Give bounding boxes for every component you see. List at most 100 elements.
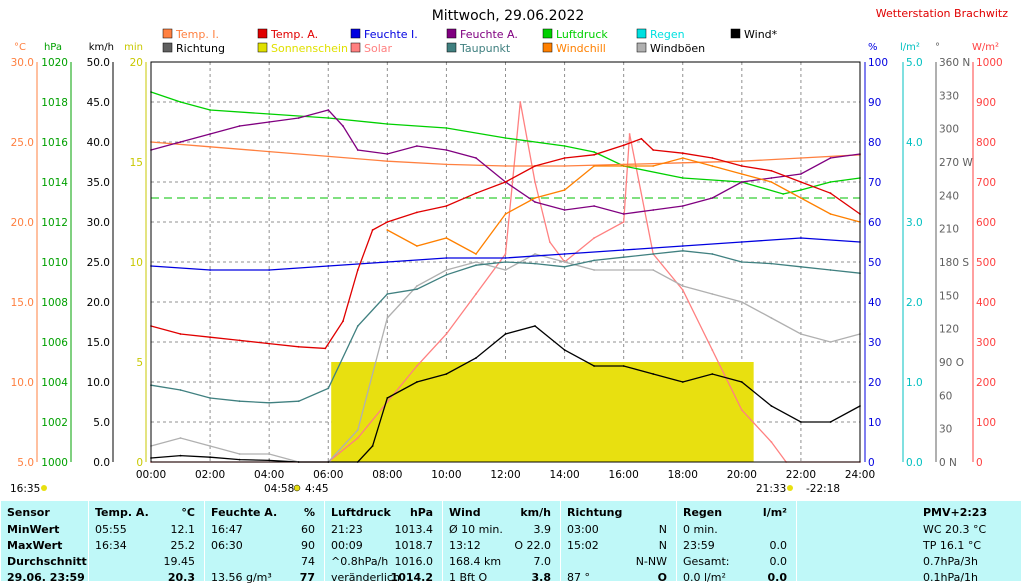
legend-label: Feuchte A. (460, 28, 518, 41)
data-point (327, 155, 330, 158)
table-cell-label: 06:30 (211, 539, 243, 552)
axis-tick-label: 330 (939, 90, 959, 102)
data-point (681, 285, 684, 287)
data-point (563, 265, 566, 268)
data-point (652, 373, 655, 375)
legend-swatch (350, 42, 361, 53)
data-point (445, 257, 448, 259)
x-tick-label: 06:00 (313, 469, 343, 481)
table-cell-value: 0.0 (769, 555, 788, 568)
table-cell: 05:55 12.1 (95, 522, 201, 538)
axis-tick-label: 1002 (41, 417, 68, 429)
data-point (681, 157, 684, 159)
table-cell-label: Durchschnitt (7, 555, 87, 568)
table-header: Sensor (7, 505, 85, 521)
statistics-table: Sensor MinWert MaxWert Durchschnitt 29.06. 2… (0, 501, 1021, 584)
table-cell-value: 77 (299, 571, 315, 584)
table-cell-label: 0.0 l/m² (683, 571, 726, 584)
data-point (268, 401, 271, 404)
table-cell-label: 03:00 (567, 523, 599, 536)
data-point (475, 192, 477, 195)
sunrise-time: 04:58 (264, 483, 294, 495)
data-point (327, 387, 330, 390)
data-point (681, 245, 684, 247)
data-point (563, 189, 566, 191)
table-cell-label: MaxWert (7, 539, 63, 552)
axis-tick-label: 60 (939, 390, 952, 402)
table-cell: Gesamt: 0.0 (683, 554, 793, 570)
legend-label: Windchill (556, 42, 606, 55)
axis-tick-label: 50 (868, 257, 881, 269)
data-point (740, 241, 743, 243)
table-column: Sensor MinWert MaxWert Durchschnitt 29.06. 2… (0, 501, 89, 584)
data-point (327, 117, 330, 119)
data-point (829, 157, 832, 159)
data-point (504, 253, 507, 255)
axis-tick-label: 200 (976, 377, 996, 389)
data-point (829, 341, 832, 343)
table-column: Temp. A. °C 05:55 12.1 16:34 25.2 19.45 20.3 (88, 501, 205, 584)
axis-tick-label: 0.0 (906, 457, 923, 469)
data-point (386, 229, 389, 231)
axis-unit: min (124, 42, 143, 53)
table-header-label: Regen (683, 506, 723, 519)
legend-swatch (162, 42, 173, 53)
table-cell-label: MinWert (7, 523, 60, 536)
data-point (386, 397, 389, 399)
table-cell-label: Gesamt: (683, 555, 730, 568)
axis-tick-label: 15 (130, 157, 143, 169)
axis-tick-label: 900 (976, 97, 996, 109)
data-point (681, 381, 684, 383)
axis-tick-label: 20.0 (11, 217, 34, 229)
data-point (342, 125, 344, 127)
x-tick-label: 16:00 (609, 469, 639, 481)
data-point (416, 381, 418, 383)
axis-tick-label: 0.0 (93, 457, 110, 469)
legend-swatch (257, 42, 268, 53)
table-cell-value: O 22.0 (514, 539, 551, 552)
series-line-temp-a (150, 138, 861, 350)
axis-tick-label: 90 (868, 97, 881, 109)
axis-tick-label: 10 (130, 257, 143, 269)
table-header-unit: % (303, 506, 315, 519)
data-point (640, 137, 643, 140)
data-point (534, 325, 536, 327)
current-time: 16:35 (10, 483, 40, 495)
x-tick-label: 24:00 (845, 469, 875, 481)
data-point (238, 339, 241, 342)
table-cell: 15:02 N (567, 538, 673, 554)
data-point (800, 333, 802, 335)
data-point (800, 237, 802, 239)
data-point (534, 197, 536, 199)
data-point (622, 221, 625, 223)
data-point (740, 173, 743, 175)
table-cell: Ø 10 min. 3.9 (449, 522, 557, 538)
axis-tick-label: 360 N (939, 57, 970, 69)
table-cell: 168.4 km 7.0 (449, 554, 557, 570)
table-cell-value: 1014.2 (390, 571, 433, 584)
table-cell-label: 0.1hPa/1h (923, 571, 979, 584)
sunset-time: 21:33 (756, 483, 786, 495)
axis-tick-label: 1006 (41, 337, 68, 349)
table-cell-label: TP 16.1 °C (923, 539, 982, 552)
axis-unit: °C (14, 42, 26, 53)
table-cell-label: 13:12 (449, 539, 481, 552)
axis-tick-label: 10.0 (87, 377, 110, 389)
data-point (563, 165, 566, 167)
data-point (179, 437, 182, 439)
x-tick-label: 22:00 (786, 469, 816, 481)
data-point (681, 205, 684, 207)
axis-tick-label: 60 (868, 217, 881, 229)
data-point (179, 454, 182, 457)
x-tick-label: 02:00 (195, 469, 225, 481)
table-cell: 03:00 N (567, 522, 673, 538)
table-cell-label: Ø 10 min. (449, 523, 503, 536)
data-point (534, 201, 536, 203)
x-tick-label: 20:00 (727, 469, 757, 481)
data-point (386, 153, 389, 155)
axis-tick-label: 45.0 (87, 97, 110, 109)
axis-tick-label: 20.0 (87, 297, 110, 309)
axis-tick-label: 180 S (939, 257, 969, 269)
table-header: Feuchte A.% (211, 505, 321, 521)
table-cell-label: 00:09 (331, 539, 363, 552)
